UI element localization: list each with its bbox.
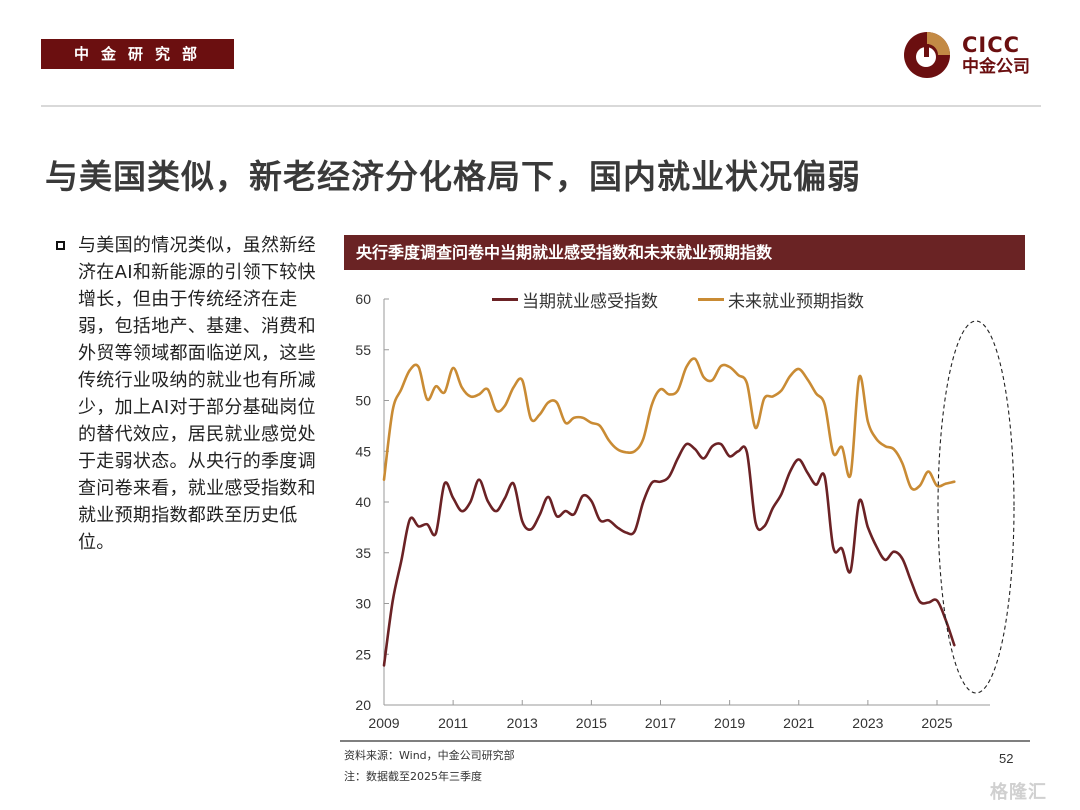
page-title: 与美国类似，新老经济分化格局下，国内就业状况偏弱 — [45, 157, 861, 196]
square-bullet-icon — [56, 241, 65, 250]
x-axis-ticks: 2009 2011 2013 2015 2017 2019 2021 2023 2025 — [368, 700, 953, 731]
highlight-ellipse — [937, 320, 1015, 694]
legend-label-future: 未来就业预期指数 — [728, 291, 864, 312]
series-line-current-employment — [382, 442, 956, 667]
header-divider — [41, 105, 1041, 107]
y-tick-label: 25 — [355, 646, 371, 662]
x-tick-label: 2013 — [507, 715, 538, 731]
series-lines — [382, 357, 956, 667]
watermark-text: 格隆汇 — [990, 782, 1047, 803]
x-tick-label: 2011 — [438, 715, 468, 731]
chart-title: 央行季度调查问卷中当期就业感受指数和未来就业预期指数 — [344, 235, 1025, 270]
x-tick-label: 2021 — [783, 715, 814, 731]
bullet-text: 与美国的情况类似，虽然新经济在AI和新能源的引领下较快增长，但由于传统经济在走弱… — [78, 235, 316, 553]
chart-axes — [383, 299, 990, 706]
y-tick-label: 30 — [355, 596, 371, 612]
y-tick-label: 35 — [355, 545, 371, 561]
watermark-logo: 格隆汇 — [990, 778, 1047, 804]
logo-text-en: CICC — [962, 33, 1021, 57]
x-tick-label: 2009 — [368, 715, 399, 731]
y-tick-label: 45 — [355, 443, 371, 459]
y-axis-ticks: 60 55 50 45 40 35 30 25 20 — [355, 291, 389, 713]
logo-text-cn: 中金公司 — [962, 57, 1030, 77]
series-line-future-employment — [382, 357, 956, 491]
data-note: 注：数据截至2025年三季度 — [344, 770, 482, 783]
legend-item-future: 未来就业预期指数 — [698, 288, 864, 312]
x-tick-label: 2019 — [714, 715, 745, 731]
cicc-logo-mark-icon — [904, 32, 950, 78]
y-tick-label: 60 — [355, 291, 371, 307]
legend-label-current: 当期就业感受指数 — [522, 291, 658, 312]
y-tick-label: 40 — [355, 494, 371, 510]
x-tick-label: 2023 — [852, 715, 883, 731]
x-tick-label: 2025 — [921, 715, 952, 731]
bullet-point: 与美国的情况类似，虽然新经济在AI和新能源的引领下较快增长，但由于传统经济在走弱… — [56, 232, 326, 556]
x-tick-label: 2015 — [576, 715, 607, 731]
footer-divider — [340, 740, 1030, 742]
source-note: 资料来源：Wind，中金公司研究部 — [344, 749, 515, 762]
page-number: 52 — [999, 751, 1014, 766]
y-tick-label: 20 — [355, 697, 371, 713]
legend-swatch-current — [492, 297, 518, 301]
x-tick-label: 2017 — [645, 715, 676, 731]
legend-item-current: 当期就业感受指数 — [492, 288, 658, 312]
cicc-logo: CICC 中金公司 — [902, 30, 1042, 80]
department-badge: 中金研究部 — [41, 39, 234, 69]
legend-swatch-future — [698, 297, 724, 301]
y-tick-label: 55 — [355, 342, 371, 358]
y-tick-label: 50 — [355, 393, 371, 409]
